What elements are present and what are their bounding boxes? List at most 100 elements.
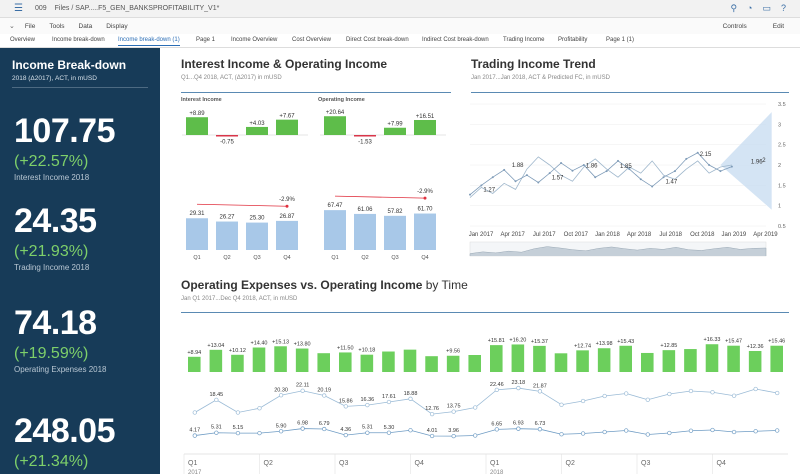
- tab-direct-cost[interactable]: Direct Cost break-down: [346, 37, 409, 43]
- point-label: 1.88: [512, 163, 524, 169]
- bar-value-label: +16.33: [704, 337, 721, 343]
- tab-indirect-cost[interactable]: Indirect Cost break-down: [422, 37, 489, 43]
- data-point: [386, 430, 392, 435]
- trend-point: [423, 196, 427, 200]
- kpi-operating-income[interactable]: 248.05 (+21.34%): [14, 412, 116, 471]
- tab-trading-income[interactable]: Trading Income: [503, 37, 545, 43]
- divider: [471, 92, 789, 93]
- data-point: [300, 426, 305, 431]
- y-tick-label: 1.5: [778, 183, 786, 189]
- point-label: 5.31: [362, 425, 373, 431]
- variance-label: +20.64: [326, 110, 345, 116]
- data-point: [651, 185, 654, 188]
- help-icon[interactable]: ?: [780, 3, 786, 13]
- data-point: [775, 390, 780, 396]
- x-tick-label: Jan 2019: [722, 232, 747, 238]
- point-label: 1.96: [751, 160, 763, 166]
- hamburger-icon[interactable]: ☰: [14, 3, 23, 14]
- point-label: 1.85: [620, 164, 632, 170]
- bar: [425, 356, 438, 372]
- data-point: [731, 393, 737, 398]
- bar: [317, 353, 330, 372]
- point-label: 17.61: [382, 394, 396, 400]
- point-label: 5.90: [276, 423, 287, 429]
- bar: [748, 350, 762, 372]
- notifications-icon[interactable]: ◔: [747, 3, 753, 13]
- interest-income-label: Interest Income: [181, 97, 222, 103]
- search-icon[interactable]: ⚲: [730, 3, 738, 13]
- tab-page-1-1[interactable]: Page 1 (1): [606, 37, 635, 43]
- tab-profitability[interactable]: Profitability: [558, 37, 588, 43]
- data-point: [494, 387, 499, 392]
- bar-value-label: +11.50: [337, 345, 354, 351]
- data-point: [408, 428, 413, 433]
- x-tick-label: Q1: [331, 255, 338, 261]
- bar-value-label: +13.04: [207, 343, 224, 349]
- data-point: [731, 429, 737, 435]
- breadcrumb[interactable]: Files / SAP.....F5_GEN_BANKSPROFITABILIT…: [54, 5, 220, 12]
- menu-tools[interactable]: Tools: [49, 22, 65, 30]
- menu-display[interactable]: Display: [106, 22, 128, 30]
- operating-income-chart[interactable]: +20.64 67.47 Q1 -1.53 61.06 Q2 +7.99 57.82 Q3 +16…: [316, 105, 451, 265]
- data-point: [753, 386, 758, 392]
- x-tick-label: Q1: [490, 460, 499, 467]
- kpi-change: (+21.34%): [14, 453, 89, 470]
- opex-vs-opinc-chart[interactable]: +8.94 +13.04 +10.12 +14.40 +15.13 +13.80 +11.5…: [180, 318, 795, 474]
- point-label: 15.86: [339, 398, 353, 404]
- kpi-operating-expenses[interactable]: 74.18 (+19.59%) Operating Expenses 2018: [14, 304, 107, 374]
- tab-cost-overview[interactable]: Cost Overview: [292, 37, 332, 43]
- data-point: [300, 388, 305, 393]
- forecast-band: [720, 112, 772, 210]
- data-point: [688, 428, 694, 433]
- tab-income-break-down-1[interactable]: Income break-down (1): [118, 37, 180, 46]
- x-tick-label: Q3: [641, 460, 650, 467]
- tab-page-1[interactable]: Page 1: [196, 37, 216, 43]
- menu-file[interactable]: File: [24, 22, 36, 30]
- data-point: [582, 164, 585, 166]
- controls-button[interactable]: Controls: [722, 22, 747, 30]
- sidebar-title: Income Break-down: [12, 58, 127, 72]
- bar-value-label: +16.20: [509, 337, 526, 343]
- data-point: [525, 174, 528, 177]
- kpi-value: 248.05: [14, 412, 116, 450]
- menu-data[interactable]: Data: [78, 22, 93, 30]
- point-label: 22.46: [490, 382, 504, 388]
- kpi-label: Trading Income 2018: [14, 263, 90, 272]
- kpi-trading-income[interactable]: 24.35 (+21.93%) Trading Income 2018: [14, 202, 97, 272]
- x-tick-label: Jul 2018: [659, 232, 682, 238]
- bar-value-label: +15.81: [488, 338, 505, 344]
- panel-title-trading-trend: Trading Income Trend: [471, 57, 596, 71]
- kpi-interest-income[interactable]: 107.75 (+22.57%) Interest Income 2018: [14, 112, 116, 182]
- tab-overview[interactable]: Overview: [10, 37, 36, 43]
- trend-annotation: -2.9%: [417, 189, 433, 195]
- bar: [468, 355, 481, 372]
- point-label: 4.01: [427, 428, 438, 434]
- data-point: [537, 389, 543, 394]
- chat-icon[interactable]: ▭: [762, 3, 771, 13]
- tab-income-break-down[interactable]: Income break-down: [52, 37, 105, 43]
- variance-bar: [186, 117, 208, 135]
- data-point: [235, 430, 241, 436]
- interest-income-chart[interactable]: +8.89 29.31 Q1 -0.75 26.27 Q2 +4.03 25.30 Q3 +7.6…: [178, 105, 313, 265]
- point-label: 5.15: [233, 425, 244, 431]
- x-tick-label: Q4: [421, 255, 428, 261]
- bar-value-label: +15.43: [617, 339, 634, 345]
- trend-line: [196, 203, 288, 207]
- point-label: 1.27: [483, 188, 495, 194]
- bar: [619, 345, 632, 372]
- variance-bar: [216, 135, 238, 137]
- bar-value-label: +15.46: [768, 339, 785, 345]
- point-label: 2.15: [700, 152, 712, 158]
- bar: [246, 222, 268, 250]
- bar-value-label: +15.13: [272, 339, 289, 345]
- panel-title-main: Operating Expenses vs. Operating Income: [181, 278, 423, 292]
- tab-income-overview[interactable]: Income Overview: [231, 37, 278, 43]
- data-point: [343, 404, 348, 409]
- x-tick-label: Q1: [188, 460, 197, 467]
- edit-button[interactable]: Edit: [772, 22, 784, 30]
- point-label: 6.93: [513, 421, 524, 427]
- chevron-down-icon[interactable]: ⌄: [9, 23, 15, 30]
- data-point: [257, 406, 262, 411]
- bar: [446, 355, 460, 372]
- trading-income-trend-chart[interactable]: 3.5 3 2.5 2 1.5 1 0.5 1.27 1.88 1.57 1.86 1.85 1.47 2…: [466, 96, 796, 266]
